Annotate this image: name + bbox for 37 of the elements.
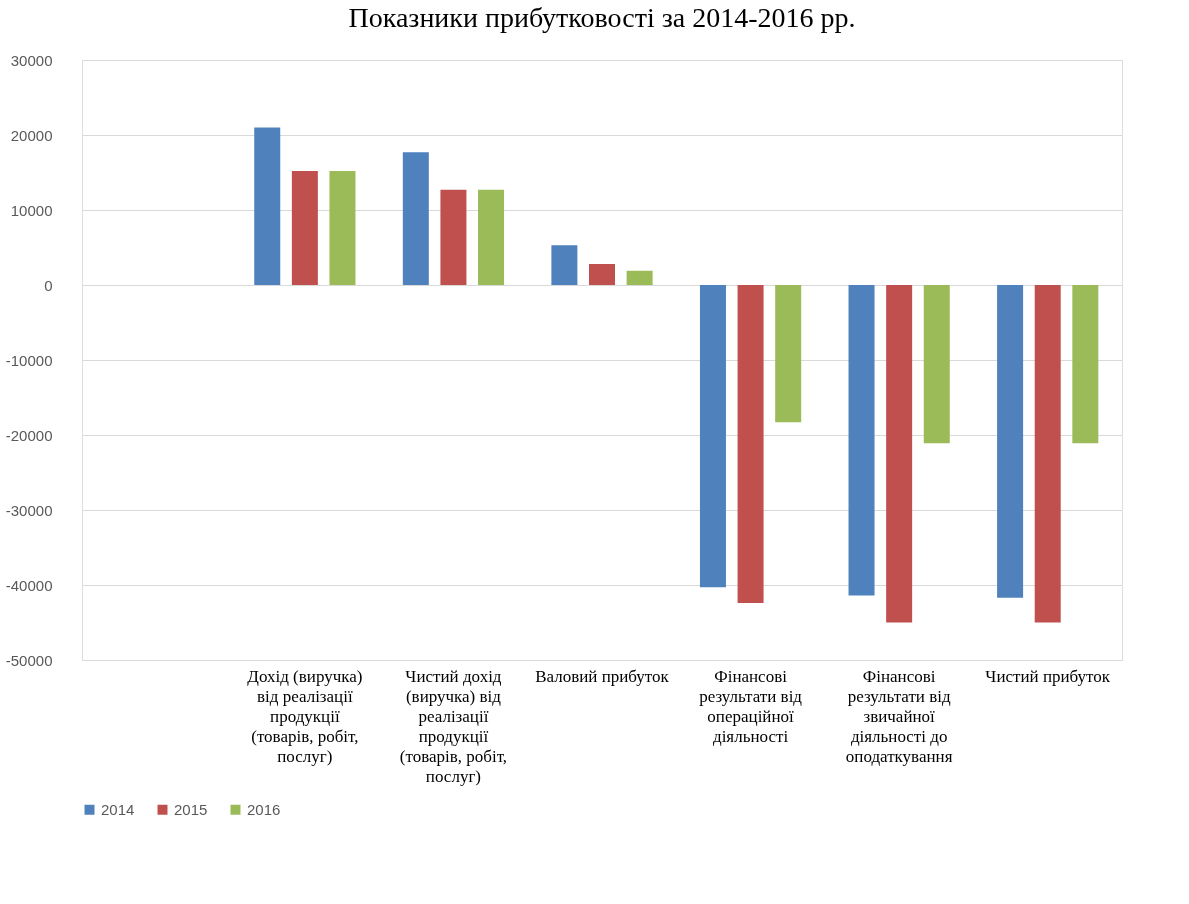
x-tick-label: Валовий прибуток	[535, 666, 670, 686]
y-tick-label: 10000	[10, 201, 53, 219]
bar	[254, 127, 281, 285]
x-tick-label: Фінансові результати від звичайної діяльності до оподаткування	[845, 666, 953, 766]
legend-label: 2014	[101, 800, 135, 818]
x-tick-label: Фінансові результати від операційної діяльності	[699, 666, 803, 746]
legend-label: 2015	[174, 800, 208, 818]
x-tick-label: Чистий дохід (виручка) від реалізації продукції (товарів, робіт, послуг)	[399, 666, 508, 786]
y-tick-label: -30000	[5, 501, 53, 519]
bar	[886, 285, 913, 623]
bar	[402, 152, 429, 285]
bar	[440, 189, 467, 285]
bar	[997, 285, 1024, 598]
bar	[1034, 285, 1061, 623]
y-tick-label: 20000	[10, 126, 53, 144]
y-tick-label: -10000	[5, 351, 53, 369]
y-tick-label: -40000	[5, 576, 53, 594]
y-tick-label: -20000	[5, 426, 53, 444]
chart-title: Показники прибутковості за 2014-2016 рр.	[348, 2, 856, 33]
y-tick-label: 30000	[10, 51, 53, 69]
bar	[626, 270, 653, 285]
bar	[478, 189, 505, 285]
bar	[1072, 285, 1099, 444]
x-tick-label: Чистий прибуток	[985, 666, 1111, 686]
bar	[329, 171, 356, 285]
bar	[737, 285, 764, 603]
bar	[775, 285, 802, 423]
y-tick-label: 0	[44, 276, 53, 294]
bar	[699, 285, 726, 588]
bar	[923, 285, 950, 444]
bar	[551, 245, 578, 285]
y-tick-label: -50000	[5, 651, 53, 669]
bar	[589, 264, 615, 285]
legend-label: 2016	[247, 800, 281, 818]
bar	[291, 171, 318, 285]
bar	[848, 285, 875, 596]
x-tick-label: Дохід (виручка) від реалізації продукції (товарів, робіт, послуг)	[247, 666, 363, 766]
